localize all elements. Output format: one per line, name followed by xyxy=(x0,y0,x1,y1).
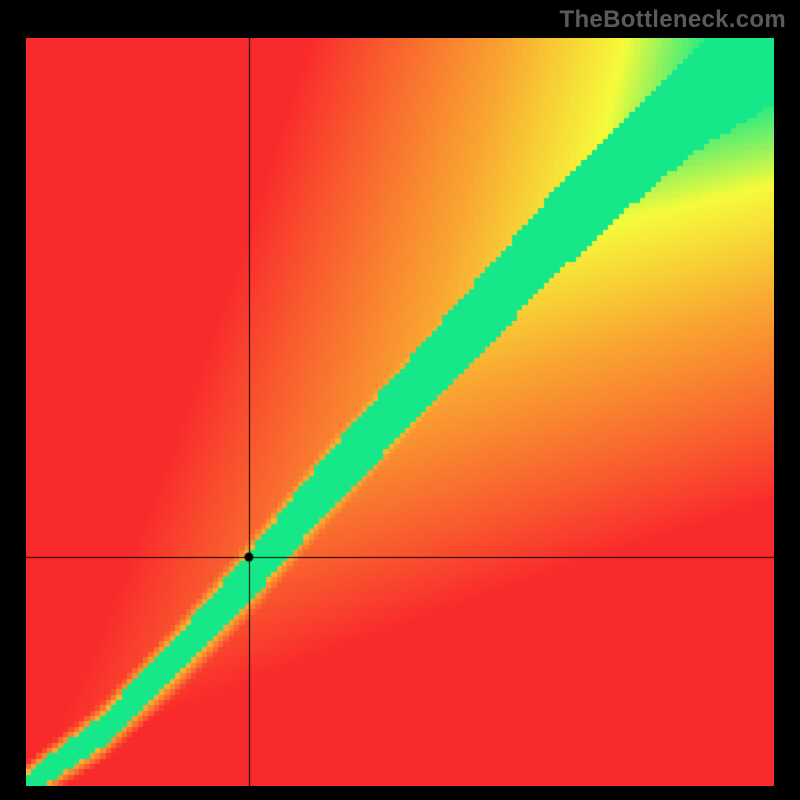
bottleneck-heatmap xyxy=(26,38,774,786)
chart-container: TheBottleneck.com xyxy=(0,0,800,800)
watermark-text: TheBottleneck.com xyxy=(560,6,786,34)
